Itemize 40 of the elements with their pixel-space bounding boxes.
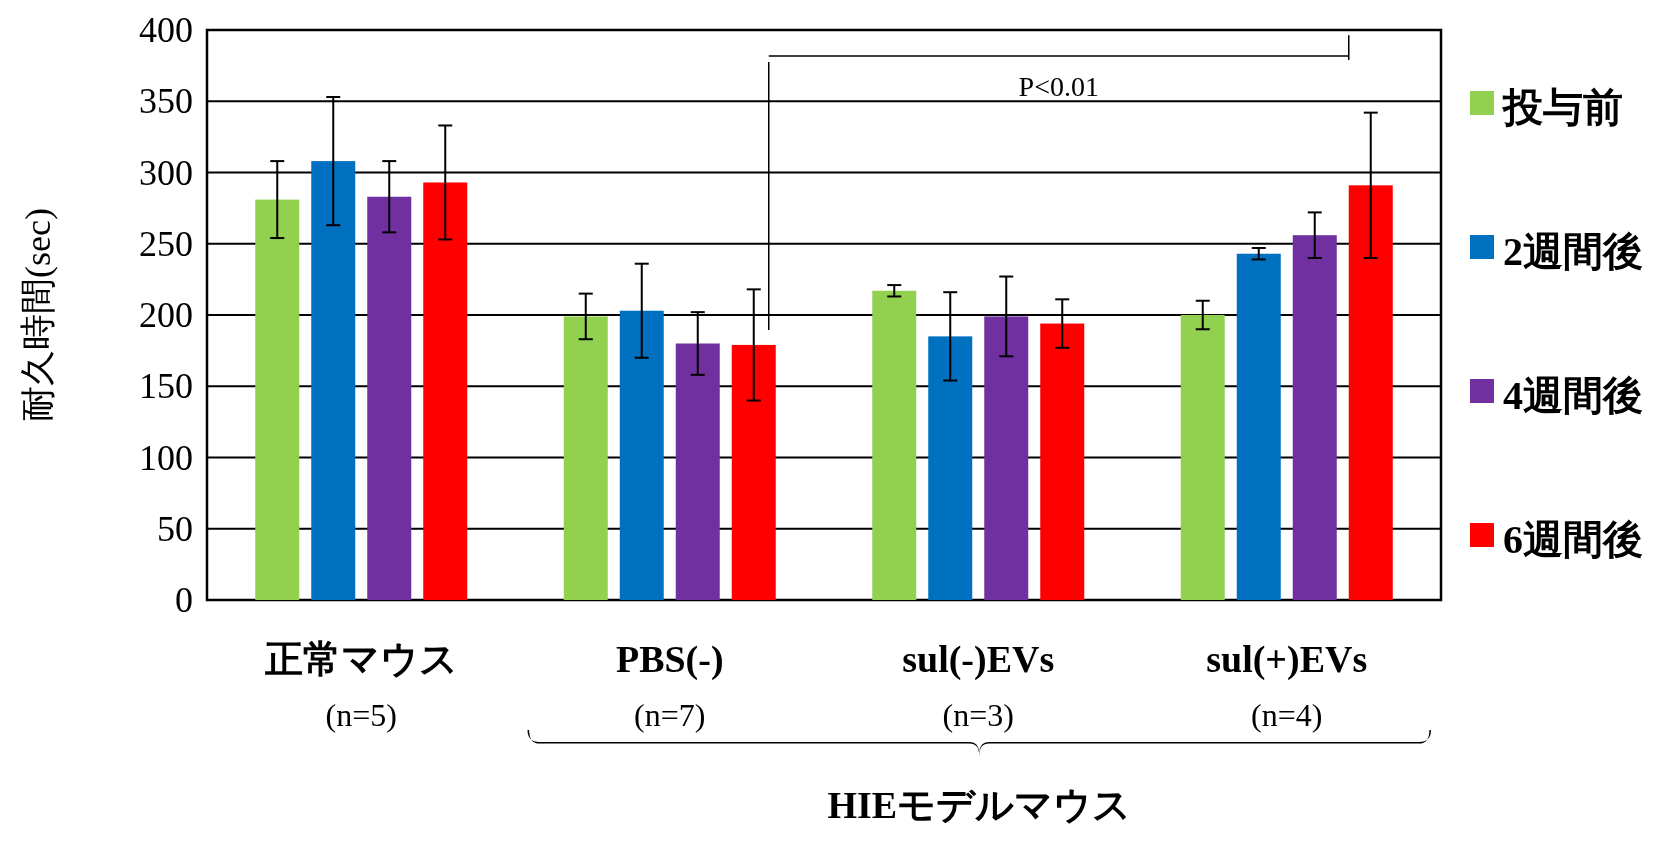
text: (n=3) (942, 697, 1014, 733)
y-tick-label: 50 (157, 508, 193, 549)
bar (255, 199, 300, 600)
legend-label: 4週間後 (1503, 373, 1643, 418)
bar (1292, 235, 1337, 600)
x-tick-label: 正常マウス (264, 638, 458, 680)
y-tick-label: 100 (139, 437, 193, 478)
bar (563, 316, 608, 600)
y-axis-title: 耐久時間(sec) (18, 208, 58, 422)
text: (n=4) (1251, 697, 1323, 733)
x-tick-label: sul(-)EVs (902, 638, 1055, 681)
legend-label: 投与前 (1501, 85, 1623, 130)
y-tick-label: 350 (139, 81, 193, 122)
bar (423, 182, 468, 600)
bar (731, 344, 776, 600)
bar (1180, 315, 1225, 600)
legend-label: 6週間後 (1503, 517, 1643, 562)
bar (1348, 185, 1393, 600)
bar (872, 290, 917, 600)
bar (311, 161, 356, 600)
bar (619, 310, 664, 600)
bar (1236, 253, 1281, 600)
bar (1040, 323, 1085, 600)
bar (984, 316, 1029, 600)
y-tick-label: 200 (139, 295, 193, 335)
text: (n=5) (325, 697, 397, 733)
y-tick-label: 150 (139, 366, 193, 407)
x-tick-label: PBS(-) (615, 638, 724, 681)
y-tick-label: 250 (139, 223, 193, 264)
annotation: P<0.01 (1018, 71, 1099, 102)
text: HIEモデルマウス (827, 784, 1132, 826)
bar (367, 196, 412, 600)
y-tick-label: 0 (175, 580, 193, 620)
x-tick-label: sul(+)EVs (1206, 638, 1368, 681)
y-tick-label: 300 (139, 152, 193, 193)
y-tick-label: 400 (139, 10, 193, 50)
bar (675, 343, 720, 600)
legend-label: 2週間後 (1503, 229, 1643, 274)
text: (n=7) (634, 697, 706, 733)
bar (928, 336, 973, 600)
